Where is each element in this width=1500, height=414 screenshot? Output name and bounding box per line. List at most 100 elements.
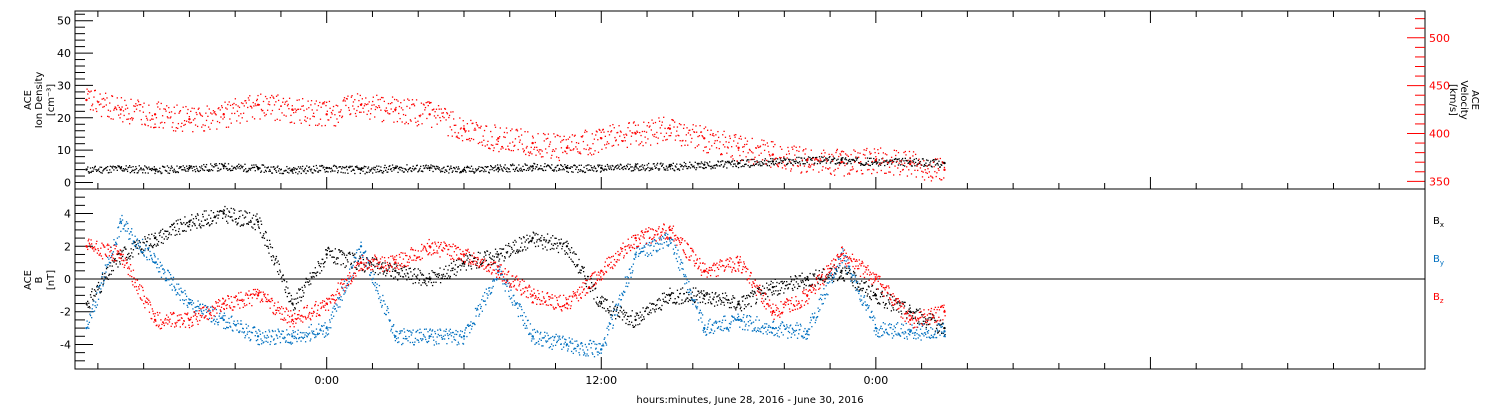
data-point xyxy=(198,306,199,307)
data-point xyxy=(900,311,901,312)
data-point xyxy=(270,113,271,114)
data-point xyxy=(108,110,109,111)
data-point xyxy=(703,137,705,139)
data-point xyxy=(644,318,645,319)
data-point xyxy=(296,341,297,342)
top-left-tick-label: 50 xyxy=(57,15,71,28)
data-point xyxy=(469,171,470,172)
data-point xyxy=(129,256,130,257)
data-point xyxy=(466,167,467,168)
data-point xyxy=(856,159,857,160)
data-point xyxy=(330,321,331,322)
data-point xyxy=(757,145,758,146)
data-point xyxy=(315,125,316,126)
data-point xyxy=(348,281,349,282)
data-point xyxy=(582,266,583,267)
data-point xyxy=(225,216,226,217)
data-point xyxy=(231,123,232,124)
data-point xyxy=(539,240,540,241)
data-point xyxy=(433,272,434,273)
data-point xyxy=(94,295,95,296)
data-point xyxy=(263,101,264,102)
data-point xyxy=(722,160,723,161)
data-point xyxy=(647,167,648,168)
data-point xyxy=(577,166,578,167)
data-point xyxy=(279,120,280,121)
data-point xyxy=(277,338,278,339)
data-point xyxy=(490,252,491,253)
data-point xyxy=(603,170,604,171)
data-point xyxy=(318,105,319,106)
data-point xyxy=(311,168,312,169)
data-point xyxy=(850,163,851,164)
data-point xyxy=(250,339,251,340)
data-point xyxy=(787,147,788,148)
data-point xyxy=(437,274,438,275)
data-point xyxy=(347,173,348,174)
data-point xyxy=(255,216,256,217)
data-point xyxy=(439,109,440,110)
data-point xyxy=(669,294,671,296)
data-point xyxy=(329,108,330,109)
data-point xyxy=(277,94,278,95)
data-point xyxy=(593,170,594,171)
data-point xyxy=(441,337,442,338)
data-point xyxy=(752,296,753,297)
data-point xyxy=(778,163,779,164)
data-point xyxy=(798,166,799,167)
data-point xyxy=(372,278,373,279)
data-point xyxy=(747,141,748,142)
data-point xyxy=(543,170,544,171)
data-point xyxy=(345,100,346,101)
data-point xyxy=(609,134,610,135)
data-point xyxy=(227,327,228,328)
data-point xyxy=(396,338,397,339)
data-point xyxy=(396,331,397,332)
data-point xyxy=(692,129,693,130)
data-point xyxy=(147,241,148,242)
data-point xyxy=(699,163,700,164)
data-point xyxy=(319,102,320,103)
data-point xyxy=(275,259,276,260)
data-point xyxy=(327,250,328,251)
data-point xyxy=(478,166,479,167)
data-point xyxy=(168,270,169,271)
data-point xyxy=(344,167,345,168)
data-point xyxy=(148,247,149,248)
data-point xyxy=(143,169,144,170)
data-point xyxy=(898,152,899,153)
data-point xyxy=(769,155,770,156)
data-point xyxy=(256,340,257,341)
data-point xyxy=(351,95,352,96)
data-point xyxy=(95,90,96,91)
data-point xyxy=(131,252,132,253)
data-point xyxy=(669,135,670,136)
data-point xyxy=(344,281,345,282)
data-point xyxy=(624,166,625,167)
data-point xyxy=(449,330,450,331)
data-point xyxy=(685,140,686,141)
data-point xyxy=(345,172,346,173)
data-point xyxy=(663,117,664,118)
data-point xyxy=(720,161,721,162)
data-point xyxy=(392,164,393,165)
data-point xyxy=(255,103,256,104)
data-point xyxy=(235,219,236,220)
data-point xyxy=(878,153,879,154)
data-point xyxy=(803,149,804,150)
data-point xyxy=(654,311,655,312)
data-point xyxy=(332,250,333,251)
data-point xyxy=(316,334,317,335)
data-point xyxy=(143,242,144,243)
data-point xyxy=(776,164,777,165)
data-point xyxy=(441,112,442,113)
data-point xyxy=(658,168,659,169)
data-point xyxy=(211,123,212,124)
data-point xyxy=(151,234,152,235)
data-point xyxy=(930,313,931,314)
data-point xyxy=(891,310,892,311)
data-point xyxy=(926,165,927,166)
data-point xyxy=(393,324,394,325)
data-point xyxy=(183,291,184,292)
data-point xyxy=(554,169,555,170)
